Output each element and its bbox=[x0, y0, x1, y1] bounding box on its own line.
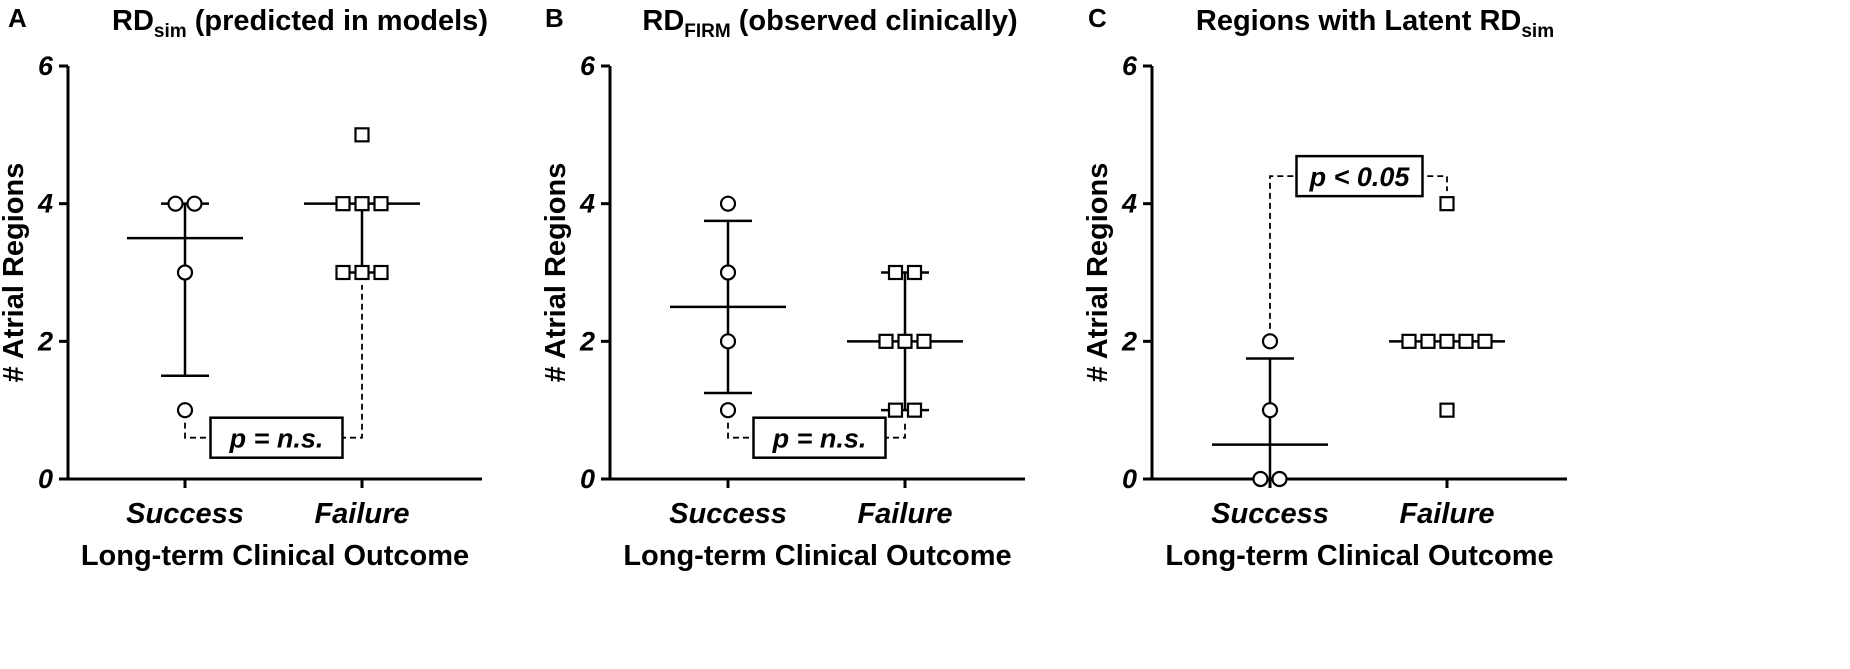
panel-c-x-label: Long-term Clinical Outcome bbox=[1165, 540, 1553, 572]
panel-b-success-point bbox=[719, 402, 737, 419]
panel-b-failure-point bbox=[897, 333, 913, 349]
panel-b-title-main: RD bbox=[642, 5, 684, 37]
panel-c-letter: C bbox=[1088, 3, 1107, 33]
panel-c-ytick-label: 0 bbox=[1122, 464, 1137, 494]
panel-b-letter: B bbox=[545, 3, 564, 33]
panel-a-success-point bbox=[176, 402, 194, 419]
panel-c-success-point bbox=[1252, 470, 1269, 488]
panel-b-failure-point bbox=[878, 333, 894, 349]
panel-c-failure-point bbox=[1439, 402, 1455, 418]
panel-b-ytick-label: 2 bbox=[579, 326, 595, 356]
panel-c-failure-point bbox=[1401, 333, 1417, 349]
panel-a-sig-bracket bbox=[184, 285, 363, 439]
panel-c-failure-point bbox=[1477, 333, 1493, 349]
panel-a-title-main: RD bbox=[112, 5, 154, 37]
panel-b-category-label: Success bbox=[669, 498, 787, 530]
panel-a-failure-point bbox=[354, 264, 370, 281]
panel-a-ytick-label: 6 bbox=[38, 51, 54, 81]
panel-a-title-subscript: sim bbox=[154, 21, 187, 42]
panel-a-failure-point bbox=[335, 196, 351, 212]
panel-a-category-label: Failure bbox=[314, 498, 409, 530]
panel-a-failure-point bbox=[354, 127, 370, 143]
panel-c-ytick-label: 2 bbox=[1121, 326, 1137, 356]
panel-c-category-label: Success bbox=[1211, 498, 1329, 530]
panel-c-sig-bracket bbox=[1269, 175, 1448, 329]
panel-c-failure-point bbox=[1420, 333, 1436, 349]
panel-a-letter: A bbox=[8, 3, 27, 33]
panel-c-success-point bbox=[1261, 333, 1279, 350]
panel-c-failure-point bbox=[1439, 196, 1455, 212]
panel-c-ytick-label: 6 bbox=[1122, 51, 1138, 81]
panel-b-failure-point bbox=[906, 402, 923, 418]
panel-c-title-main: Regions with Latent RD bbox=[1196, 5, 1521, 37]
panel-c-title-subscript: sim bbox=[1521, 21, 1554, 42]
panel-a-failure-point bbox=[373, 264, 389, 281]
panel-a-x-label: Long-term Clinical Outcome bbox=[81, 540, 469, 572]
panel-a-success-point bbox=[186, 195, 203, 212]
panel-c-category-label: Failure bbox=[1399, 498, 1494, 530]
panel-c-title: Regions with Latent RDsim bbox=[1196, 5, 1554, 42]
panel-b-title: RDFIRM (observed clinically) bbox=[642, 5, 1017, 42]
panel-c-success-point bbox=[1271, 470, 1288, 488]
panel-c-y-label: # Atrial Regions bbox=[1082, 163, 1114, 383]
panel-b-pvalue-label: p = n.s. bbox=[772, 424, 867, 454]
panel-c-pvalue-label: p < 0.05 bbox=[1309, 162, 1411, 192]
panel-c-ytick-label: 4 bbox=[1121, 189, 1137, 219]
panel-b-y-label: # Atrial Regions bbox=[540, 163, 572, 383]
panel-b-success-point bbox=[719, 333, 737, 350]
panel-c-failure-point bbox=[1439, 333, 1455, 349]
panel-b-title-subscript: FIRM bbox=[684, 21, 730, 42]
panel-b-ytick-label: 4 bbox=[579, 189, 595, 219]
panel-c-failure-point bbox=[1458, 333, 1474, 349]
panel-a-failure-point bbox=[373, 196, 389, 212]
panel-b-title-rest: (observed clinically) bbox=[731, 5, 1018, 37]
panel-a-ytick-label: 4 bbox=[37, 189, 53, 219]
panel-a-title: RDsim (predicted in models) bbox=[112, 5, 488, 42]
panel-a-success-point bbox=[176, 264, 194, 281]
panel-b-x-label: Long-term Clinical Outcome bbox=[623, 540, 1011, 572]
panel-b-failure-point bbox=[887, 264, 904, 281]
panel-c-pvalue-box bbox=[1295, 154, 1424, 198]
panel-c-success-point bbox=[1261, 402, 1279, 419]
panel-a-failure-point bbox=[354, 196, 370, 212]
panel-a-pvalue-box bbox=[209, 416, 344, 459]
panel-a-success-point bbox=[167, 195, 184, 212]
panel-b-ytick-label: 6 bbox=[580, 51, 596, 81]
panel-b-pvalue-box bbox=[752, 416, 887, 459]
panel-a-category-label: Success bbox=[126, 498, 244, 530]
panel-c: C Regions with Latent RDsim 0 2 4 6 # Atrial R… bbox=[1082, 3, 1567, 572]
panel-b-ytick-label: 0 bbox=[580, 464, 595, 494]
panel-a-failure-point bbox=[335, 264, 351, 281]
panel-b-failure-point bbox=[906, 264, 923, 281]
panel-b-success-point bbox=[719, 264, 737, 281]
panel-a-pvalue-label: p = n.s. bbox=[229, 424, 324, 454]
panel-a-ytick-label: 0 bbox=[38, 464, 53, 494]
panel-b-failure-point bbox=[887, 402, 904, 418]
panel-b-category-label: Failure bbox=[857, 498, 952, 530]
panel-a-y-label: # Atrial Regions bbox=[0, 163, 30, 383]
panel-a-ytick-label: 2 bbox=[37, 326, 53, 356]
panel-b-success-point bbox=[719, 195, 737, 212]
panel-a: A RDsim (predicted in models) 0 2 4 6 # Atrial… bbox=[0, 3, 488, 572]
panel-b-failure-point bbox=[916, 333, 932, 349]
panel-a-title-rest: (predicted in models) bbox=[187, 5, 488, 37]
panel-b: B RDFIRM (observed clinically) 0 2 4 6 # Atria… bbox=[540, 3, 1025, 572]
